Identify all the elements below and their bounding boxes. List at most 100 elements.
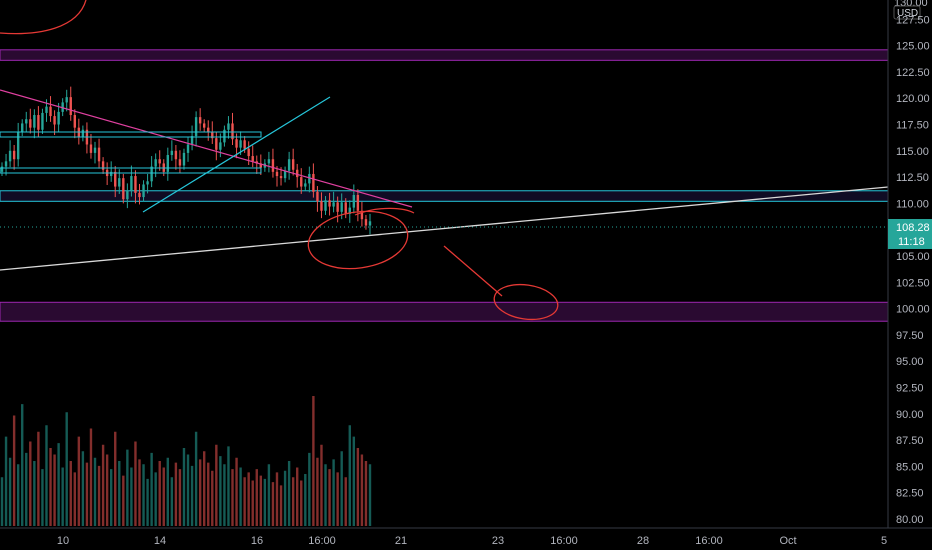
candle-body[interactable] [344, 202, 347, 214]
candle-body[interactable] [223, 129, 226, 143]
candle-body[interactable] [150, 166, 153, 182]
candle-body[interactable] [101, 161, 105, 170]
candle-body[interactable] [122, 178, 125, 200]
candle-body[interactable] [21, 123, 24, 132]
ascending-trendline[interactable] [0, 186, 889, 271]
candle-body[interactable] [109, 171, 113, 177]
time-axis[interactable]: 10 14 16 16:00 21 23 16:00 28 16:00 Oct 5 [0, 527, 932, 547]
candle-body[interactable] [198, 117, 202, 124]
cyan-box-upper[interactable] [0, 131, 262, 138]
candle-body[interactable] [247, 148, 250, 157]
candle-body[interactable] [8, 150, 12, 162]
candle-body[interactable] [235, 139, 238, 148]
descending-trendline[interactable] [0, 89, 413, 208]
candle-body[interactable] [275, 171, 279, 177]
candle-body[interactable] [118, 178, 121, 187]
candle-body[interactable] [328, 200, 331, 207]
candle-body[interactable] [12, 150, 16, 160]
candle-body[interactable] [207, 127, 210, 132]
candle-body[interactable] [25, 119, 28, 124]
candle-body[interactable] [182, 152, 186, 166]
candle-body[interactable] [291, 159, 295, 170]
candle-body[interactable] [93, 147, 97, 153]
candle-body[interactable] [211, 131, 214, 139]
candle-body[interactable] [231, 123, 234, 140]
candle-body[interactable] [243, 140, 246, 149]
candle-body[interactable] [16, 131, 20, 160]
red-arrow-line[interactable] [443, 245, 503, 297]
candle-body[interactable] [215, 138, 218, 150]
candle-body[interactable] [194, 117, 198, 137]
lower-support-zone[interactable] [0, 301, 889, 322]
candle-body[interactable] [283, 170, 287, 179]
candle-body[interactable] [142, 184, 145, 198]
red-arc-top[interactable] [0, 0, 87, 35]
candle-body[interactable] [41, 112, 44, 130]
candle-body[interactable] [130, 176, 133, 191]
cyan-ascending-line[interactable] [142, 96, 331, 213]
candle-body[interactable] [202, 123, 206, 128]
candle-body[interactable] [61, 102, 64, 112]
candle-body[interactable] [239, 140, 242, 148]
candle-body[interactable] [320, 201, 323, 211]
candle-body[interactable] [45, 106, 48, 113]
candle-body[interactable] [166, 155, 170, 172]
candle-body[interactable] [308, 173, 311, 184]
candle-body[interactable] [279, 176, 283, 179]
candle-body[interactable] [57, 111, 60, 125]
candle-body[interactable] [251, 156, 254, 162]
candle-body[interactable] [81, 129, 85, 138]
candle-body[interactable] [146, 181, 149, 185]
candle-body[interactable] [89, 144, 93, 153]
candle-body[interactable] [190, 136, 194, 145]
candle-body[interactable] [364, 219, 368, 226]
candle-body[interactable] [37, 115, 40, 130]
candle-body[interactable] [296, 169, 299, 178]
candle-body[interactable] [348, 207, 351, 214]
candle-body[interactable] [126, 190, 129, 200]
candle-body[interactable] [227, 123, 230, 130]
candle-body[interactable] [360, 210, 364, 220]
candle-body[interactable] [271, 159, 275, 172]
candle-body[interactable] [336, 202, 339, 212]
candle-body[interactable] [69, 97, 72, 116]
candle-body[interactable] [53, 116, 56, 125]
candle-body[interactable] [158, 159, 161, 164]
red-circle-target[interactable] [492, 281, 560, 324]
price-axis[interactable]: 130.00 USD 127.50 125.00 122.50 120.00 117.5… [887, 0, 932, 528]
candle-body[interactable] [0, 166, 4, 172]
candle-body[interactable] [368, 221, 372, 226]
candle-body[interactable] [134, 176, 137, 193]
candle-body[interactable] [138, 192, 141, 198]
candle-body[interactable] [4, 161, 8, 167]
candle-body[interactable] [154, 159, 157, 167]
red-circle-price[interactable] [305, 205, 412, 274]
candle-body[interactable] [114, 171, 117, 187]
candle-body[interactable] [316, 191, 319, 202]
candle-body[interactable] [340, 202, 343, 212]
candle-body[interactable] [49, 106, 52, 117]
candle-body[interactable] [352, 194, 356, 208]
red-tail-circle[interactable] [354, 207, 415, 216]
candle-body[interactable] [287, 159, 291, 171]
candle-body[interactable] [324, 200, 327, 211]
upper-resistance-zone[interactable] [0, 49, 889, 61]
candle-body[interactable] [33, 115, 36, 128]
candle-body[interactable] [304, 183, 307, 187]
candle-body[interactable] [186, 144, 190, 153]
candle-body[interactable] [29, 119, 32, 128]
candle-body[interactable] [300, 177, 303, 187]
candle-body[interactable] [259, 163, 263, 168]
candle-body[interactable] [178, 159, 182, 166]
candle-body[interactable] [219, 142, 222, 150]
candle-body[interactable] [170, 150, 174, 156]
candle-body[interactable] [65, 97, 68, 103]
candle-body[interactable] [332, 202, 335, 207]
candle-body[interactable] [356, 194, 360, 211]
candle-body[interactable] [174, 150, 178, 160]
cyan-box-lower[interactable] [0, 167, 262, 174]
candle-body[interactable] [267, 159, 271, 164]
candle-body[interactable] [73, 115, 76, 128]
